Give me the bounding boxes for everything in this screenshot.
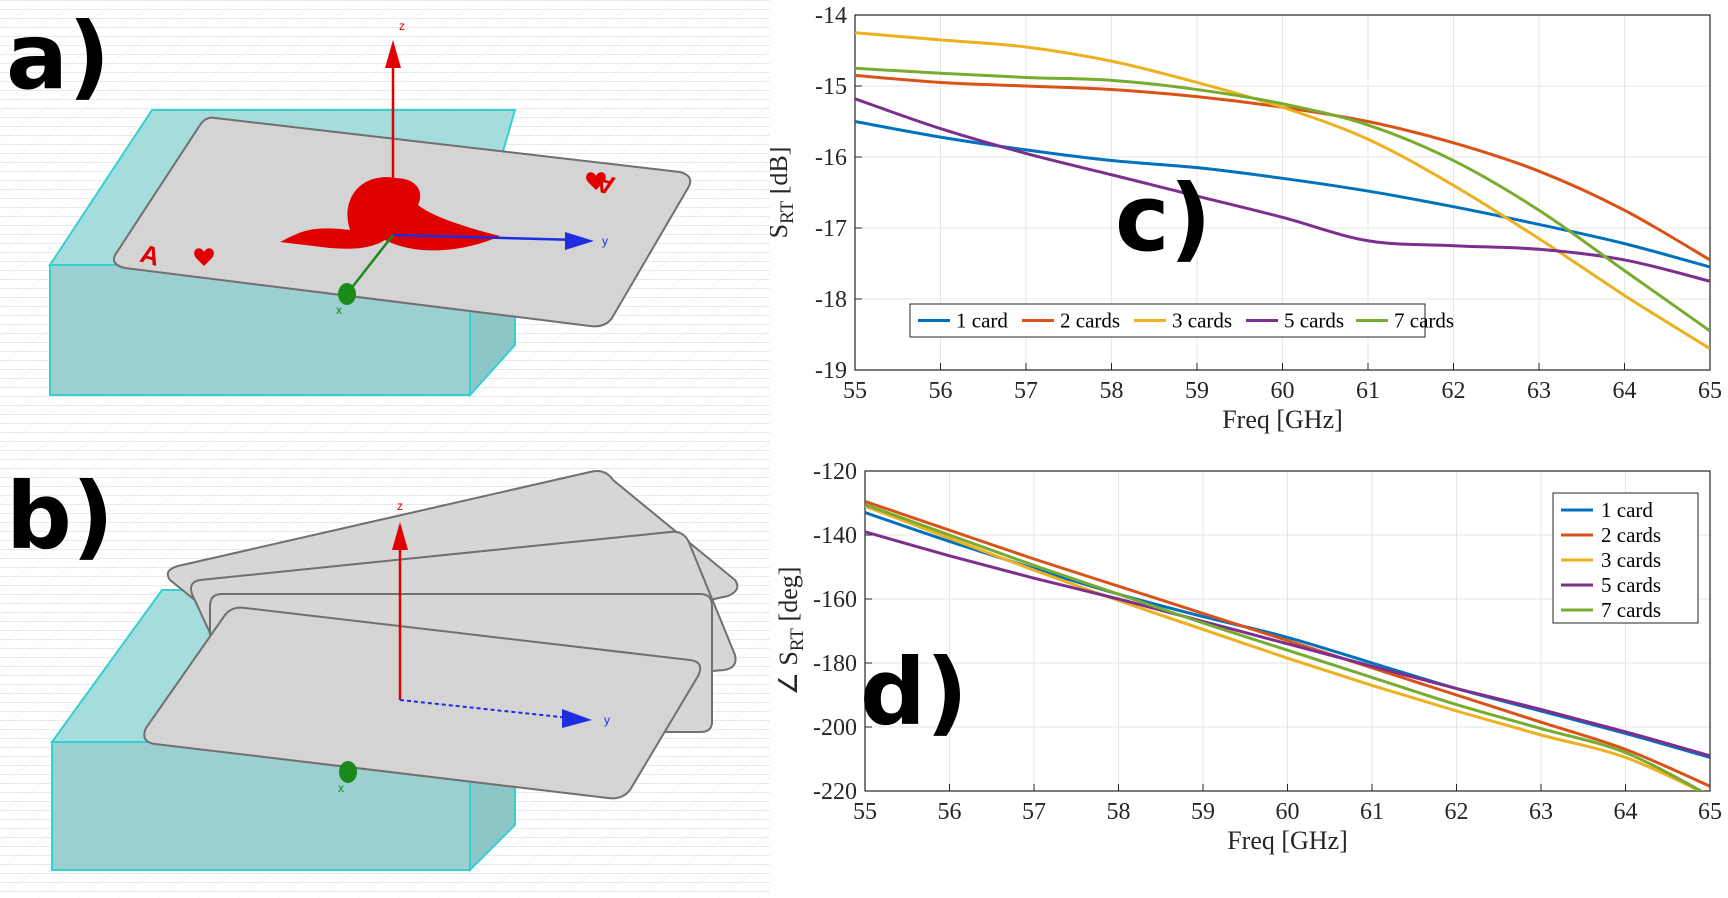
x-tick-label: 59 xyxy=(1191,799,1215,825)
series-line-4 xyxy=(855,97,1710,283)
chart-d: 55 56 57 58 59 60 61 62 63 64 65 -120 -140 -160 -180 -2… xyxy=(774,459,1722,855)
x-axis-label: x xyxy=(336,303,342,317)
y-axis-title-sub: RT xyxy=(787,628,808,652)
x-axis-label: x xyxy=(338,781,344,795)
y-tick-label: -17 xyxy=(815,216,847,242)
card-index-top-suit-icon xyxy=(586,172,606,190)
y-tick-label: -140 xyxy=(813,523,857,549)
x-tick-label: 60 xyxy=(1271,378,1295,404)
series-lines xyxy=(855,31,1710,350)
y-axis-title-sub: RT xyxy=(777,200,798,224)
x-tick-label: 57 xyxy=(1014,378,1038,404)
series-lines xyxy=(865,499,1710,791)
y-axis-title: ∠ SRT [deg] xyxy=(774,567,808,696)
x-tick-label: 65 xyxy=(1698,799,1722,825)
z-axis-arrow-icon xyxy=(392,522,408,550)
legend-label: 7 cards xyxy=(1394,309,1454,333)
series-line-3 xyxy=(865,504,1704,791)
y-tick-label: -120 xyxy=(813,459,857,485)
panel-label-d: d) xyxy=(860,639,968,746)
legend-box xyxy=(909,303,1426,338)
spade-icon xyxy=(280,177,500,251)
tick-labels: 55 56 57 58 59 60 61 62 63 64 65 -14 -15 -16 -17 -18 -19 xyxy=(815,3,1722,404)
x-tick-label: 56 xyxy=(929,378,953,404)
x-axis-arrow-icon xyxy=(339,761,357,783)
y-tick-label: -15 xyxy=(815,74,847,100)
card-index-bottom-suit-icon xyxy=(194,248,214,266)
x-axis-title: Freq [GHz] xyxy=(1222,405,1343,434)
chart-c: 55 56 57 58 59 60 61 62 63 64 65 -14 -15 -16 -17 -18 -19… xyxy=(770,3,1722,434)
x-tick-label: 56 xyxy=(938,799,962,825)
legend-label: 5 cards xyxy=(1284,309,1344,333)
y-axis-arrow-icon xyxy=(562,709,592,728)
x-tick-label: 55 xyxy=(843,378,867,404)
y-tick-label: -19 xyxy=(815,358,847,384)
panel-label-a: a) xyxy=(6,3,110,110)
scene-a: A A z y x xyxy=(48,19,692,398)
y-tick-label: -16 xyxy=(815,145,847,171)
series-line-5 xyxy=(855,66,1710,333)
y-axis xyxy=(392,233,579,242)
x-axis-arrow-icon xyxy=(338,283,356,305)
x-tick-label: 63 xyxy=(1527,378,1551,404)
x-axis xyxy=(349,234,394,291)
series-line-4 xyxy=(865,530,1710,758)
x-tick-label: 60 xyxy=(1276,799,1300,825)
x-tick-label: 59 xyxy=(1185,378,1209,404)
y-tick-label: -14 xyxy=(815,3,847,29)
x-tick-label: 62 xyxy=(1445,799,1469,825)
y-axis-title-main: S xyxy=(770,224,793,238)
x-tick-label: 64 xyxy=(1613,378,1637,404)
z-axis-label: z xyxy=(399,19,405,33)
series-line-5 xyxy=(865,503,1705,791)
model-renderings: A A z y x z y x a) b) xyxy=(0,0,770,898)
legend-label: 2 cards xyxy=(1060,309,1120,333)
series-line-2 xyxy=(865,499,1710,788)
legend-label: 7 cards xyxy=(1601,598,1661,622)
y-tick-label: -18 xyxy=(815,287,847,313)
x-tick-label: 57 xyxy=(1022,799,1046,825)
x-tick-label: 64 xyxy=(1614,799,1638,825)
z-axis-arrow-icon xyxy=(385,40,401,68)
legend-label: 2 cards xyxy=(1601,523,1661,547)
legend-label: 3 cards xyxy=(1601,548,1661,572)
panel-label-b: b) xyxy=(6,463,114,570)
y-axis-title-unit: [deg] xyxy=(774,567,803,628)
x-tick-label: 58 xyxy=(1100,378,1124,404)
scene-b: z y x xyxy=(50,470,739,873)
y-tick-label: -220 xyxy=(813,779,857,805)
x-tick-label: 65 xyxy=(1698,378,1722,404)
legend-label: 1 card xyxy=(956,309,1008,333)
y-tick-label: -200 xyxy=(813,715,857,741)
y-axis-title-unit: [dB] xyxy=(770,147,793,201)
x-axis-title: Freq [GHz] xyxy=(1227,826,1348,855)
legend-box xyxy=(1552,492,1699,624)
y-axis xyxy=(399,699,571,719)
y-axis-label: y xyxy=(602,234,608,248)
y-axis-arrow-icon xyxy=(565,232,594,250)
y-axis-title-main: ∠ S xyxy=(774,651,803,695)
y-axis-label: y xyxy=(604,713,610,727)
tick-labels: 55 56 57 58 59 60 61 62 63 64 65 -120 -140 -160 -180 -2… xyxy=(813,459,1722,825)
legend-label: 1 card xyxy=(1601,498,1653,522)
series-line-3 xyxy=(855,31,1710,350)
z-axis-label: z xyxy=(397,499,403,513)
x-tick-label: 58 xyxy=(1107,799,1131,825)
x-tick-label: 55 xyxy=(853,799,877,825)
legend-label: 3 cards xyxy=(1172,309,1232,333)
x-tick-label: 63 xyxy=(1529,799,1553,825)
panel-label-c: c) xyxy=(1115,165,1212,272)
y-tick-label: -180 xyxy=(813,651,857,677)
x-tick-label: 62 xyxy=(1442,378,1466,404)
x-tick-label: 61 xyxy=(1356,378,1380,404)
y-tick-label: -160 xyxy=(813,587,857,613)
x-tick-label: 61 xyxy=(1360,799,1384,825)
y-axis-title: SRT [dB] xyxy=(770,147,798,239)
legend: 1 card 2 cards 3 cards 5 cards 7 cards xyxy=(909,303,1454,338)
legend-label: 5 cards xyxy=(1601,573,1661,597)
